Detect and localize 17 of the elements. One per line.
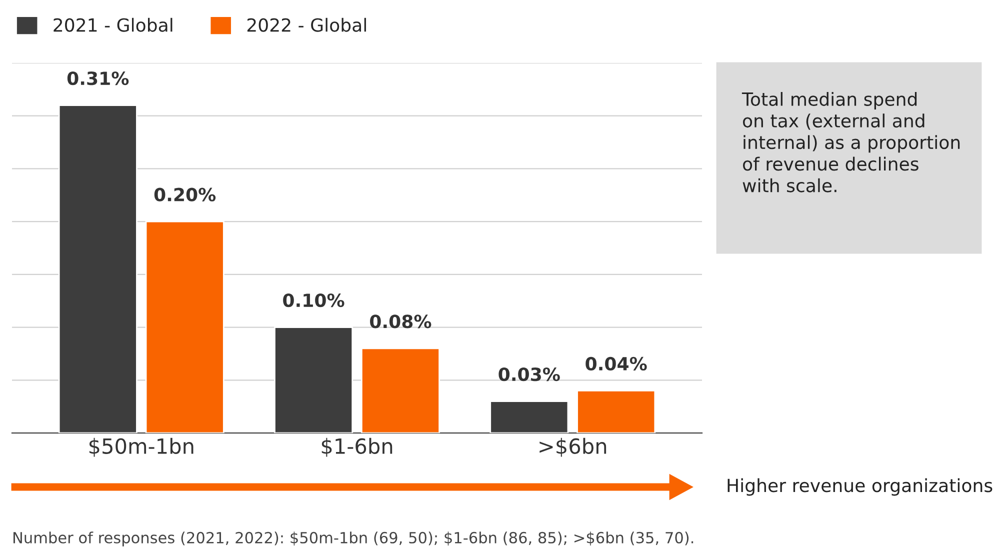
legend-label: 2022 - Global [247,18,366,32]
data-label: 0.20% [154,188,216,202]
legend-label: 2021 - Global [54,18,172,32]
data-label: 0.03% [498,367,560,382]
text: Higher revenue organizations [728,478,992,496]
bar [145,220,224,433]
data-label: 0.31% [67,71,129,86]
x-tick-label: >$6bn [540,438,606,457]
data-label: 0.08% [370,314,432,328]
text: Number of responses (2021, 2022): $50m-1bn (69, 50); $1-6bn (86, 85); >$6bn (35, 70). [14,532,694,546]
x-tick-label: $50m-1bn [89,438,194,457]
x-tick-label: $1-6bn [322,438,392,457]
text: Total median spend on tax (external and internal) as a proportion of revenue declines with scale. [742,92,960,192]
bar [576,390,656,433]
bar [360,348,440,433]
data-label: 0.04% [586,356,647,371]
data-label: 0.10% [283,293,344,308]
